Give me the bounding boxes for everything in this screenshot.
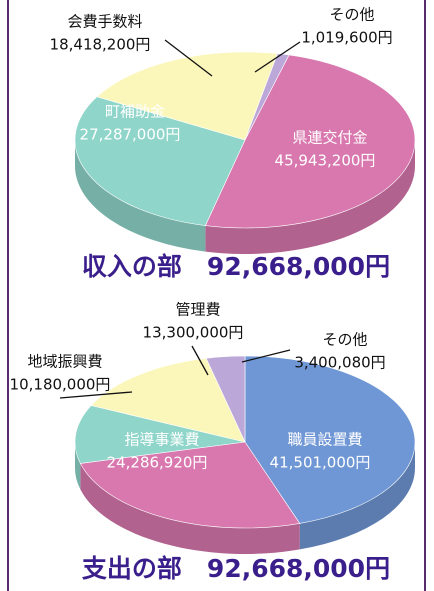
chart-title: 支出の部 92,668,000円: [82, 554, 390, 583]
slice: [74, 405, 246, 464]
slice-label: 県連交付金: [292, 129, 367, 147]
slice-label: その他: [322, 331, 367, 349]
leader-line: [254, 41, 301, 73]
leader-line: [59, 391, 133, 399]
slice-value-label: 27,287,000円: [80, 126, 181, 144]
slice: [96, 51, 278, 141]
slice-side: [80, 463, 300, 554]
slice: [244, 355, 416, 524]
slice-label: 職員設置費: [287, 431, 362, 449]
slice-value-label: 1,019,600円: [301, 29, 392, 47]
slice-label: 会費手数料: [67, 13, 142, 31]
leader-line: [191, 345, 209, 376]
chart-title: 収入の部 92,668,000円: [82, 252, 390, 281]
slice-side: [205, 140, 415, 254]
leader-line: [164, 39, 213, 77]
slice-label: その他: [329, 6, 374, 24]
slice: [74, 96, 246, 226]
slice-value-label: 24,286,920円: [107, 454, 208, 472]
slice-value-label: 41,501,000円: [270, 454, 371, 472]
slice-label: 町補助金: [105, 103, 165, 121]
slice-value-label: 3,400,080円: [294, 354, 385, 372]
slice-label: 地域振興費: [27, 353, 102, 371]
slice: [204, 54, 416, 229]
slice-value-label: 10,180,000円: [10, 376, 111, 394]
slice-value-label: 18,418,200円: [50, 36, 151, 54]
slice: [244, 53, 290, 141]
charts: 県連交付金 45,943,200円 町補助金 27,287,000円 会費手数料 18,4…: [10, 6, 416, 583]
slice-label: 管理費: [175, 301, 220, 319]
slice: [90, 357, 246, 443]
slice-side: [74, 140, 206, 252]
slice: [79, 441, 301, 529]
leader-line: [241, 349, 291, 363]
slice-value-label: 13,300,000円: [143, 324, 244, 342]
slice-value-label: 45,943,200円: [275, 152, 376, 170]
slice-label: 指導事業費: [124, 431, 199, 449]
slice: [205, 355, 246, 443]
slice-side: [299, 442, 415, 550]
